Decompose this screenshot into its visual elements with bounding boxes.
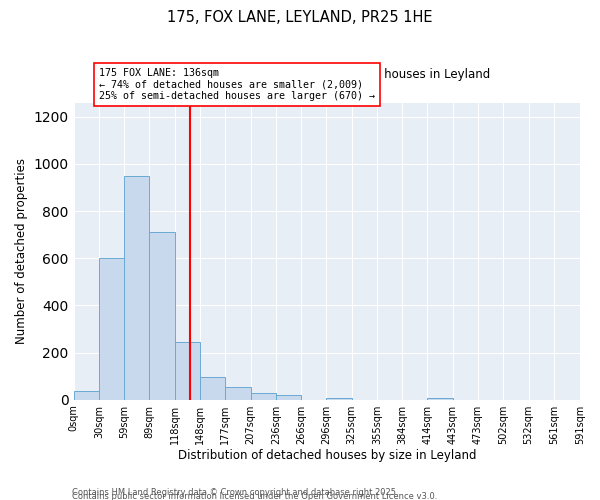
Bar — [175, 342, 200, 400]
Text: 175, FOX LANE, LEYLAND, PR25 1HE: 175, FOX LANE, LEYLAND, PR25 1HE — [167, 10, 433, 25]
Bar — [74, 392, 99, 400]
Title: Size of property relative to detached houses in Leyland: Size of property relative to detached ho… — [163, 68, 490, 80]
Text: 175 FOX LANE: 136sqm
← 74% of detached houses are smaller (2,009)
25% of semi-de: 175 FOX LANE: 136sqm ← 74% of detached h… — [99, 68, 375, 101]
Bar — [251, 392, 276, 400]
Bar — [200, 378, 225, 400]
Bar — [326, 398, 352, 400]
Bar — [225, 386, 251, 400]
X-axis label: Distribution of detached houses by size in Leyland: Distribution of detached houses by size … — [178, 450, 476, 462]
Text: Contains public sector information licensed under the Open Government Licence v3: Contains public sector information licen… — [72, 492, 437, 500]
Y-axis label: Number of detached properties: Number of detached properties — [15, 158, 28, 344]
Bar — [124, 176, 149, 400]
Bar — [276, 396, 301, 400]
Text: Contains HM Land Registry data © Crown copyright and database right 2025.: Contains HM Land Registry data © Crown c… — [72, 488, 398, 497]
Bar — [427, 398, 453, 400]
Bar — [99, 258, 124, 400]
Bar — [149, 232, 175, 400]
